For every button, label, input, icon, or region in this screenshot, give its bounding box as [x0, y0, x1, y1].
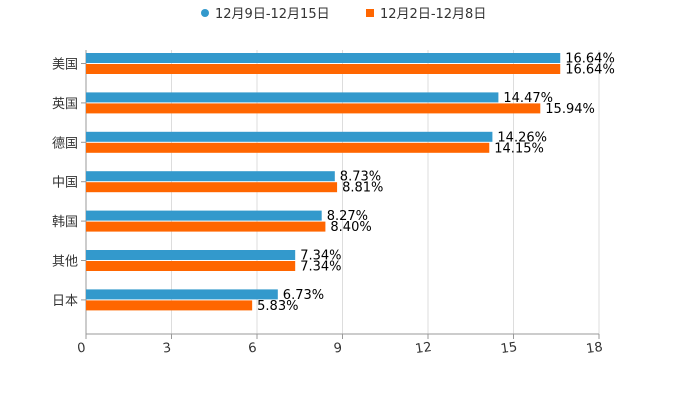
data-label: 15.94%	[545, 102, 595, 117]
data-label: 16.64%	[565, 52, 615, 67]
bar	[86, 210, 322, 221]
labels: 16.64%16.64% 14.47%15.94% 14.26%14.15% 8.73…	[257, 52, 615, 314]
legend-label: 12月2日-12月8日	[380, 7, 486, 22]
category-label: 韩国	[52, 215, 78, 230]
data-label: 8.73%	[340, 170, 381, 185]
x-tick-label: 9	[333, 341, 343, 357]
data-label: 6.73%	[283, 288, 324, 303]
data-label: 14.15%	[494, 141, 544, 156]
bar	[86, 221, 326, 232]
x-tick-label: 6	[247, 341, 257, 357]
bar	[86, 261, 296, 271]
data-label: 8.27%	[327, 209, 368, 224]
category-label: 美国	[52, 58, 78, 73]
bar	[86, 103, 541, 114]
data-label: 14.47%	[503, 91, 553, 106]
category-label: 其他	[52, 255, 78, 270]
data-label: 5.83%	[257, 299, 298, 314]
bar	[86, 142, 490, 153]
data-label: 7.34%	[300, 260, 341, 275]
x-tick-label: 18	[585, 340, 603, 357]
bar	[86, 250, 296, 260]
bar	[86, 92, 499, 103]
bar	[86, 182, 338, 193]
bar	[86, 131, 493, 142]
legend-label: 12月9日-12月15日	[215, 7, 330, 22]
x-tick-label: 12	[414, 340, 432, 357]
bars	[86, 53, 561, 311]
legend-marker	[366, 9, 374, 17]
category-label: 中国	[52, 176, 78, 191]
bar	[86, 171, 335, 182]
x-tick-label: 3	[162, 341, 172, 357]
data-label: 14.26%	[497, 130, 547, 145]
x-tick-label: 0	[76, 341, 86, 357]
category-label: 英国	[52, 97, 78, 112]
bar	[86, 289, 278, 300]
data-label: 8.81%	[342, 181, 383, 196]
legend: 12月9日-12月15日 12月2日-12月8日	[201, 7, 486, 22]
category-label: 日本	[52, 294, 78, 309]
x-tick-label: 15	[500, 340, 518, 357]
legend-marker	[201, 9, 209, 17]
bar	[86, 53, 561, 63]
data-label: 16.64%	[565, 63, 615, 78]
category-label: 德国	[52, 136, 78, 151]
data-label: 8.40%	[330, 220, 371, 235]
bar	[86, 300, 253, 311]
data-label: 7.34%	[300, 249, 341, 264]
bar	[86, 64, 561, 74]
